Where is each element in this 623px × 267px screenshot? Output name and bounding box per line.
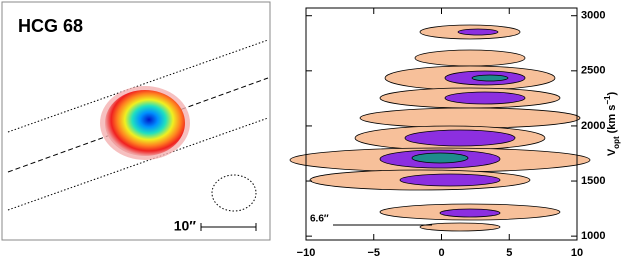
annotation: 6.6″ — [310, 214, 329, 225]
slit-edge — [7, 117, 269, 211]
y-tick-label: 1500 — [581, 175, 605, 187]
slit-edge — [7, 39, 269, 133]
scale-label: 10″ — [174, 218, 197, 234]
beam — [211, 174, 257, 212]
panel-title: HCG 68 — [18, 16, 83, 36]
y-tick-label: 3000 — [581, 10, 605, 22]
contour — [439, 208, 501, 218]
contour — [414, 49, 526, 67]
y-axis-label-part: V — [606, 148, 618, 156]
contour — [444, 91, 526, 105]
y-axis-label-part: (km s — [606, 105, 618, 134]
contour — [379, 28, 526, 218]
x-tick-label: 0 — [438, 247, 444, 259]
emission-map — [105, 90, 185, 156]
contour — [289, 24, 591, 232]
pv-contours — [289, 24, 591, 232]
contour — [419, 222, 501, 232]
image-panel: HCG 68 10″ — [1, 1, 271, 241]
y-tick-label: 1000 — [581, 230, 605, 242]
contour — [404, 129, 516, 147]
x-tick-label: −5 — [367, 247, 380, 259]
x-tick-label: 10 — [571, 247, 583, 259]
y-tick-label: 2500 — [581, 65, 605, 77]
contour — [399, 173, 501, 187]
contour — [411, 74, 509, 164]
y-axis-label-part: ) — [606, 92, 618, 96]
x-tick-label: −10 — [297, 247, 316, 259]
y-axis-label: Vopt (km s−1) — [603, 92, 621, 157]
y-axis-label-part: opt — [612, 136, 621, 149]
y-tick-label: 2000 — [581, 120, 605, 132]
contour — [411, 152, 469, 164]
contour — [359, 107, 581, 129]
y-axis-label-part: −1 — [603, 95, 612, 105]
x-tick-label: 5 — [506, 247, 512, 259]
contour — [471, 74, 509, 82]
contour — [457, 28, 499, 36]
